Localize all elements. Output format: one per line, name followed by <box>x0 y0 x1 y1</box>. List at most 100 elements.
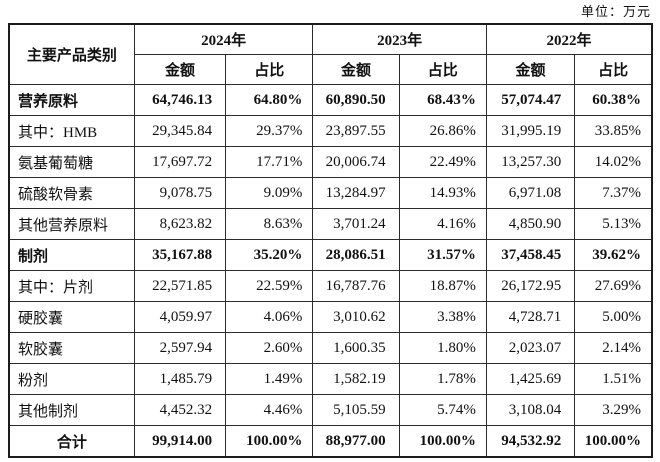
amount-header-2024: 金额 <box>133 54 227 85</box>
category-cell: 营养原料 <box>8 84 135 116</box>
ratio-cell: 29.37% <box>225 115 314 147</box>
amount-cell: 17,697.72 <box>133 146 227 178</box>
amount-cell: 4,728.71 <box>485 301 576 333</box>
ratio-cell: 9.09% <box>225 177 314 209</box>
amount-cell: 88,977.00 <box>312 425 400 458</box>
category-cell: 粉剂 <box>8 363 135 395</box>
ratio-cell: 2.14% <box>574 332 653 364</box>
amount-cell: 28,086.51 <box>312 239 400 271</box>
amount-cell: 1,485.79 <box>133 363 227 395</box>
ratio-cell: 33.85% <box>574 115 653 147</box>
category-cell: 其他制剂 <box>8 394 135 426</box>
ratio-cell: 1.80% <box>398 332 487 364</box>
ratio-cell: 100.00% <box>574 425 653 458</box>
amount-cell: 37,458.45 <box>485 239 576 271</box>
category-cell: 硬胶囊 <box>8 301 135 333</box>
amount-cell: 60,890.50 <box>312 84 400 116</box>
ratio-cell: 68.43% <box>398 84 487 116</box>
amount-cell: 1,425.69 <box>485 363 576 395</box>
ratio-cell: 39.62% <box>574 239 653 271</box>
amount-cell: 4,452.32 <box>133 394 227 426</box>
table-row: 软胶囊 2,597.94 2.60% 1,600.35 1.80% 2,023.… <box>8 332 653 364</box>
ratio-cell: 1.78% <box>398 363 487 395</box>
ratio-cell: 14.93% <box>398 177 487 209</box>
ratio-cell: 22.49% <box>398 146 487 178</box>
unit-label: 单位：万元 <box>580 4 651 19</box>
year-header-2023: 2023年 <box>312 23 487 55</box>
ratio-cell: 5.00% <box>574 301 653 333</box>
amount-cell: 20,006.74 <box>312 146 400 178</box>
table-row: 氨基葡萄糖 17,697.72 17.71% 20,006.74 22.49% … <box>8 146 653 178</box>
amount-cell: 31,995.19 <box>485 115 576 147</box>
ratio-header-2024: 占比 <box>225 54 314 85</box>
ratio-header-2022: 占比 <box>574 54 653 85</box>
ratio-cell: 7.37% <box>574 177 653 209</box>
ratio-cell: 26.86% <box>398 115 487 147</box>
header-row-years: 主要产品类别 2024年 2023年 2022年 <box>8 23 653 85</box>
year-header-2024: 2024年 <box>133 23 314 55</box>
amount-cell: 26,172.95 <box>485 270 576 302</box>
table-row: 硬胶囊 4,059.97 4.06% 3,010.62 3.38% 4,728.… <box>8 301 653 333</box>
ratio-cell: 1.51% <box>574 363 653 395</box>
category-cell: 其他营养原料 <box>8 208 135 240</box>
ratio-cell: 31.57% <box>398 239 487 271</box>
ratio-cell: 3.29% <box>574 394 653 426</box>
amount-cell: 2,597.94 <box>133 332 227 364</box>
amount-header-2023: 金额 <box>312 54 400 85</box>
amount-cell: 8,623.82 <box>133 208 227 240</box>
amount-cell: 3,010.62 <box>312 301 400 333</box>
ratio-cell: 14.02% <box>574 146 653 178</box>
ratio-cell: 35.20% <box>225 239 314 271</box>
table-row: 粉剂 1,485.79 1.49% 1,582.19 1.78% 1,425.6… <box>8 363 653 395</box>
amount-cell: 1,600.35 <box>312 332 400 364</box>
ratio-cell: 17.71% <box>225 146 314 178</box>
ratio-cell: 27.69% <box>574 270 653 302</box>
category-cell: 氨基葡萄糖 <box>8 146 135 178</box>
ratio-cell: 1.49% <box>225 363 314 395</box>
ratio-cell: 100.00% <box>225 425 314 458</box>
amount-cell: 29,345.84 <box>133 115 227 147</box>
ratio-cell: 64.80% <box>225 84 314 116</box>
amount-cell: 57,074.47 <box>485 84 576 116</box>
amount-cell: 23,897.55 <box>312 115 400 147</box>
table-row: 其他制剂 4,452.32 4.46% 5,105.59 5.74% 3,108… <box>8 394 653 426</box>
amount-cell: 1,582.19 <box>312 363 400 395</box>
ratio-cell: 4.46% <box>225 394 314 426</box>
amount-cell: 13,257.30 <box>485 146 576 178</box>
amount-cell: 2,023.07 <box>485 332 576 364</box>
amount-header-2022: 金额 <box>485 54 576 85</box>
ratio-cell: 3.38% <box>398 301 487 333</box>
category-cell: 软胶囊 <box>8 332 135 364</box>
amount-cell: 13,284.97 <box>312 177 400 209</box>
amount-cell: 16,787.76 <box>312 270 400 302</box>
table-row: 其中：HMB 29,345.84 29.37% 23,897.55 26.86%… <box>8 115 653 147</box>
ratio-cell: 60.38% <box>574 84 653 116</box>
amount-cell: 6,971.08 <box>485 177 576 209</box>
header-row-subcolumns: 金额 占比 金额 占比 金额 占比 <box>9 54 653 85</box>
ratio-cell: 5.13% <box>574 208 653 240</box>
table-row: 制剂 35,167.88 35.20% 28,086.51 31.57% 37,… <box>8 239 653 271</box>
ratio-cell: 18.87% <box>398 270 487 302</box>
table-row: 营养原料 64,746.13 64.80% 60,890.50 68.43% 5… <box>8 84 653 116</box>
amount-cell: 4,850.90 <box>485 208 576 240</box>
ratio-cell: 100.00% <box>398 425 487 458</box>
ratio-header-2023: 占比 <box>398 54 487 85</box>
amount-cell: 99,914.00 <box>133 425 227 458</box>
year-header-2022: 2022年 <box>485 23 653 55</box>
amount-cell: 3,108.04 <box>485 394 576 426</box>
table-row: 其中：片剂 22,571.85 22.59% 16,787.76 18.87% … <box>8 270 653 302</box>
table-row-total: 合计 99,914.00 100.00% 88,977.00 100.00% 9… <box>8 425 653 458</box>
product-category-table: 主要产品类别 2024年 2023年 2022年 金额 占比 金额 占比 金额 … <box>8 23 653 458</box>
category-cell: 合计 <box>8 425 135 458</box>
amount-cell: 3,701.24 <box>312 208 400 240</box>
amount-cell: 94,532.92 <box>485 425 576 458</box>
category-cell: 硫酸软骨素 <box>8 177 135 209</box>
ratio-cell: 8.63% <box>225 208 314 240</box>
category-column-header: 主要产品类别 <box>8 23 135 85</box>
ratio-cell: 4.16% <box>398 208 487 240</box>
ratio-cell: 5.74% <box>398 394 487 426</box>
category-cell: 制剂 <box>8 239 135 271</box>
amount-cell: 22,571.85 <box>133 270 227 302</box>
category-cell: 其中：HMB <box>8 115 135 147</box>
category-cell: 其中：片剂 <box>8 270 135 302</box>
